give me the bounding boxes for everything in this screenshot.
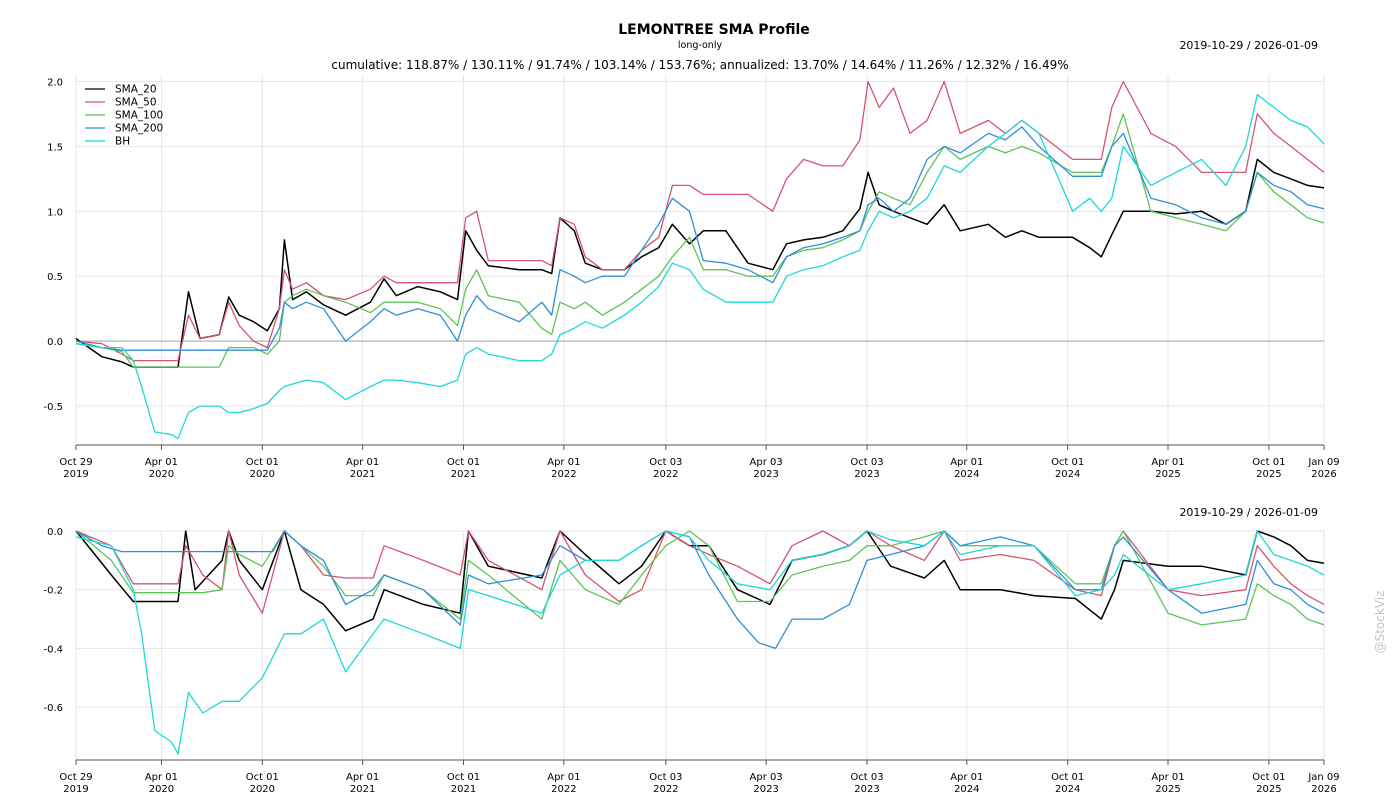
x-tick-label: Apr 01 2024 (950, 457, 983, 480)
cumulative-returns-panel: 2.0 1.5 1.0 0.5 0.0 -0.5 Oct 29 2019 Apr 01 2020 O… (43, 75, 1340, 480)
performance-stats: cumulative: 118.87% / 130.11% / 91.74% /… (331, 58, 1068, 72)
x-tick-label: Oct 01 2020 (246, 457, 279, 480)
y-tick-label: -0.5 (43, 402, 63, 413)
y-tick-label: 1.5 (47, 142, 63, 153)
x-tick-label: Oct 03 2023 (850, 457, 883, 480)
chart-subtitle: long-only (678, 40, 723, 51)
x-tick-label: Jan 09 2026 (1307, 772, 1339, 795)
series-line-sma-200 (75, 530, 1325, 650)
top-date-range: 2019-10-29 / 2026-01-09 (1179, 39, 1318, 52)
x-tick-label: Jan 09 2026 (1307, 457, 1339, 480)
x-tick-label: Apr 01 2020 (145, 457, 178, 480)
x-tick-label: Apr 01 2025 (1151, 772, 1184, 795)
series-line-sma-100 (75, 113, 1325, 368)
x-tick-label: Oct 29 2019 (59, 457, 92, 480)
legend-entry: SMA_50 (115, 97, 157, 109)
series-line-sma-50 (75, 80, 1325, 362)
x-tick-label: Apr 01 2024 (950, 772, 983, 795)
x-tick-label: Oct 01 2020 (246, 772, 279, 795)
x-tick-label: Apr 01 2021 (346, 457, 379, 480)
series-line-sma-20 (75, 530, 1325, 632)
legend-entry: BH (115, 136, 130, 148)
series-line-bh (75, 530, 1325, 755)
x-tick-label: Apr 01 2022 (547, 772, 580, 795)
y-tick-label: 2.0 (47, 77, 63, 88)
x-tick-label: Oct 01 2024 (1051, 457, 1084, 480)
series-line-sma-100 (75, 530, 1325, 626)
x-tick-label: Oct 03 2022 (649, 772, 682, 795)
x-tick-label: Apr 01 2022 (547, 457, 580, 480)
chart-title: LEMONTREE SMA Profile (618, 22, 810, 38)
y-tick-label: -0.4 (43, 644, 63, 655)
x-tick-label: Apr 01 2020 (145, 772, 178, 795)
drawdown-panel: 0.0 -0.2 -0.4 -0.6 Oct 29 2019 Apr 01 2020 Oct 0… (43, 527, 1339, 795)
x-tick-label: Oct 03 2022 (649, 457, 682, 480)
y-tick-label: -0.2 (43, 586, 63, 597)
x-tick-label: Apr 01 2021 (346, 772, 379, 795)
bottom-date-range: 2019-10-29 / 2026-01-09 (1179, 506, 1318, 519)
y-tick-label: 1.0 (47, 207, 63, 218)
x-tick-label: Oct 01 2021 (447, 457, 480, 480)
x-tick-label: Apr 03 2023 (750, 457, 783, 480)
y-tick-label: 0.0 (47, 527, 63, 538)
series-line-bh (75, 93, 1325, 440)
x-tick-label: Oct 01 2024 (1051, 772, 1084, 795)
x-tick-label: Oct 01 2025 (1252, 457, 1285, 480)
x-tick-label: Apr 03 2023 (750, 772, 783, 795)
y-tick-label: 0.0 (47, 337, 63, 348)
x-tick-label: Oct 03 2023 (850, 772, 883, 795)
legend-entry: SMA_20 (115, 84, 157, 96)
legend-entry: SMA_100 (115, 110, 163, 122)
x-tick-label: Oct 01 2025 (1252, 772, 1285, 795)
y-tick-label: 0.5 (47, 272, 63, 283)
x-tick-label: Oct 29 2019 (59, 772, 92, 795)
y-tick-label: -0.6 (43, 703, 63, 714)
series-line-sma-50 (75, 530, 1325, 614)
watermark: @StockViz (1373, 591, 1387, 654)
legend-entry: SMA_200 (115, 123, 163, 135)
series-line-sma-200 (75, 126, 1325, 351)
x-tick-label: Oct 01 2021 (447, 772, 480, 795)
x-tick-label: Apr 01 2025 (1151, 457, 1184, 480)
